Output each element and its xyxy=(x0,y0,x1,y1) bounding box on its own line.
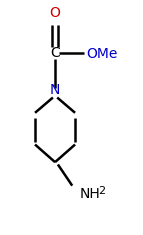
Text: OMe: OMe xyxy=(86,47,117,61)
Text: N: N xyxy=(50,83,60,97)
Text: 2: 2 xyxy=(98,186,105,196)
Text: O: O xyxy=(49,6,60,20)
Text: NH: NH xyxy=(80,187,101,201)
Text: C: C xyxy=(50,46,60,60)
